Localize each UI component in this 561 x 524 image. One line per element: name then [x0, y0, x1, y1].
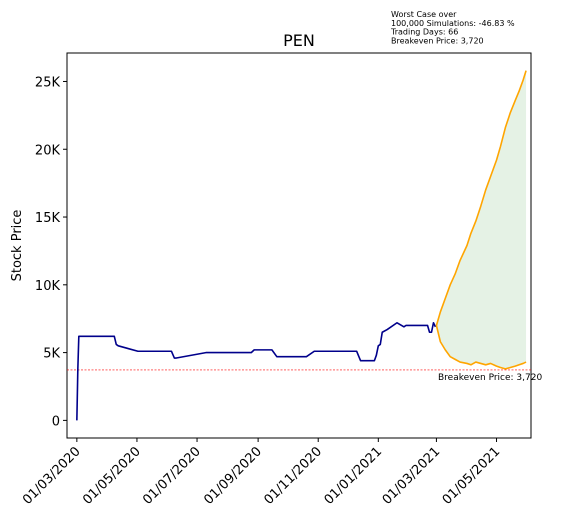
- x-axis: 01/03/202001/05/202001/07/202001/09/2020…: [20, 438, 503, 508]
- annotation-line: Worst Case over: [391, 10, 457, 19]
- history-series-line: [76, 321, 437, 421]
- x-tick-label: 01/09/2020: [201, 444, 265, 508]
- y-tick-label: 10K: [35, 279, 61, 294]
- simulation-fill-area: [436, 70, 527, 369]
- annotation-line: Breakeven Price: 3,720: [391, 36, 484, 45]
- y-axis: 0 5K 10K 15K 20K 25K: [35, 75, 67, 429]
- annotation-line: 100,000 Simulations: -46.83 %: [391, 19, 515, 28]
- x-tick-label: 01/07/2020: [140, 444, 204, 508]
- worst-case-series-line: [435, 325, 527, 370]
- plot-area: [66, 52, 532, 439]
- x-tick-label: 01/03/2020: [20, 444, 84, 508]
- x-tick-label: 01/05/2020: [80, 444, 144, 508]
- series-group: [76, 70, 527, 421]
- y-axis-label: Stock Price: [10, 210, 25, 282]
- x-tick-label: 01/01/2021: [322, 444, 386, 508]
- y-tick-label: 5K: [43, 347, 60, 362]
- simulation-annotation: Worst Case over 100,000 Simulations: -46…: [390, 10, 515, 45]
- annotation-line: Trading Days: 66: [390, 28, 458, 37]
- best-case-series-line: [435, 70, 527, 326]
- x-tick-label: 01/11/2020: [261, 444, 325, 508]
- breakeven-label: Breakeven Price: 3,720: [438, 373, 542, 383]
- y-tick-label: 0: [52, 414, 60, 429]
- chart-title: PEN: [283, 31, 315, 50]
- x-tick-label: 01/05/2021: [440, 444, 504, 508]
- simulation-range-fill: [436, 70, 527, 369]
- x-tick-label: 01/03/2021: [380, 444, 444, 508]
- y-tick-label: 15K: [35, 211, 61, 226]
- y-tick-label: 20K: [35, 143, 61, 158]
- y-tick-label: 25K: [35, 75, 61, 90]
